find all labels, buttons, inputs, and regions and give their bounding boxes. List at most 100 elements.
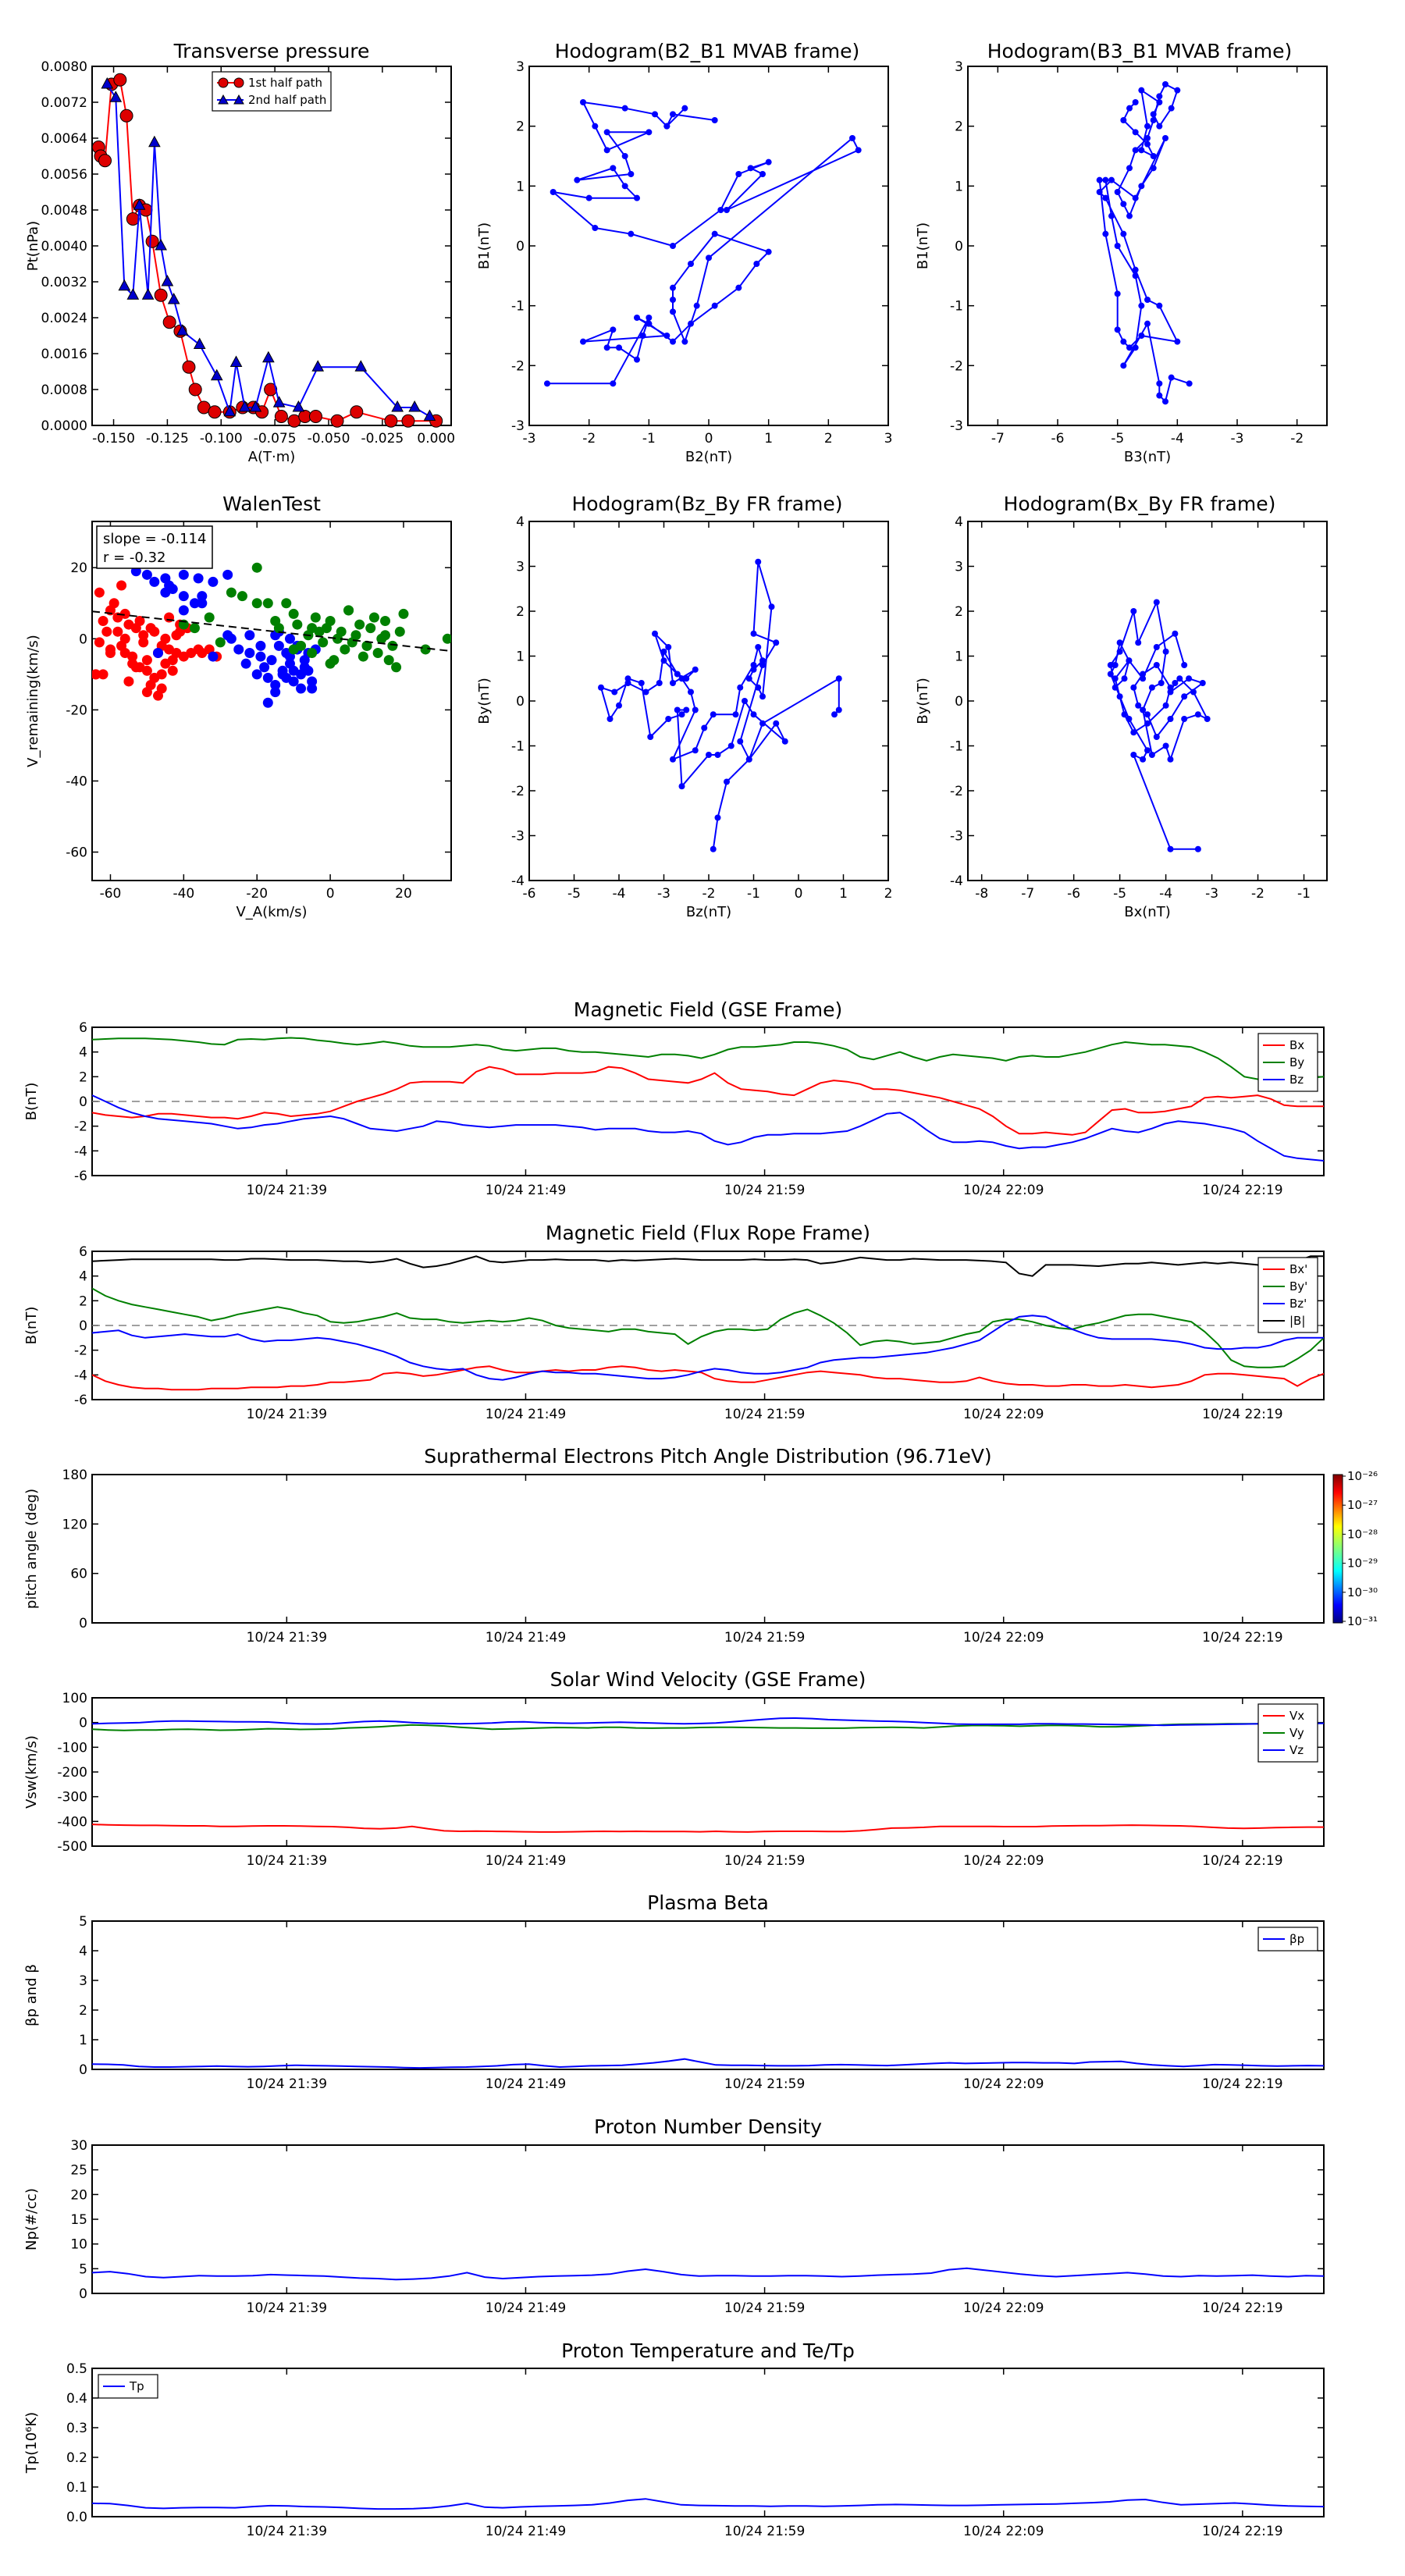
h2-point bbox=[1120, 338, 1127, 345]
mffr-legend-label: By' bbox=[1289, 1279, 1307, 1293]
walen-point-red bbox=[167, 665, 178, 676]
vsw-legend-label: Vx bbox=[1289, 1709, 1304, 1723]
tp-series-2-point bbox=[229, 355, 243, 367]
h3-point bbox=[692, 666, 699, 673]
h2-ytick-label: 1 bbox=[955, 179, 963, 194]
h1-point bbox=[580, 99, 586, 105]
tp2-frame bbox=[91, 2368, 1325, 2517]
panel-title-vsw: Solar Wind Velocity (GSE Frame) bbox=[550, 1668, 866, 1691]
h2-point bbox=[1114, 290, 1121, 297]
walen-point-green bbox=[307, 648, 318, 659]
mfgse-legend-label: Bx bbox=[1289, 1038, 1304, 1052]
h4-point bbox=[1172, 680, 1179, 686]
tp-xtick-label: -0.025 bbox=[361, 431, 404, 447]
h3-point bbox=[745, 675, 752, 682]
h3-point bbox=[598, 684, 604, 691]
pad-colorbar-label: 10⁻³⁰ bbox=[1347, 1585, 1378, 1599]
h4-point bbox=[1181, 716, 1188, 722]
vsw-ytick-label: -300 bbox=[57, 1790, 87, 1806]
h1-point bbox=[639, 333, 646, 339]
mfgse-ytick-label: 4 bbox=[79, 1045, 87, 1061]
h4-point bbox=[1135, 702, 1142, 709]
h4-point bbox=[1140, 671, 1147, 678]
h2-frame bbox=[967, 66, 1328, 426]
h1-ytick-label: -2 bbox=[511, 358, 525, 374]
walen-xtick-label: -60 bbox=[100, 886, 122, 902]
tp2-ytick-label: 0.4 bbox=[66, 2391, 87, 2407]
h4-point bbox=[1153, 662, 1160, 668]
h2-point bbox=[1156, 380, 1163, 387]
walen-point-blue bbox=[284, 633, 295, 644]
h1-ytick-label: 1 bbox=[516, 179, 525, 194]
h2-point bbox=[1186, 380, 1193, 387]
h1-point bbox=[610, 165, 617, 172]
tp2-ytick-label: 0.1 bbox=[66, 2480, 87, 2496]
mffr-xtick-label: 10/24 22:09 bbox=[963, 1407, 1044, 1422]
h3-ytick-label: -3 bbox=[511, 829, 525, 845]
tp-series-2-point bbox=[408, 400, 422, 412]
walen-point-blue bbox=[197, 598, 208, 609]
walen-point-red bbox=[116, 580, 127, 591]
mfgse-ytick-label: 6 bbox=[79, 1020, 87, 1036]
tp-xtick-label: -0.100 bbox=[200, 431, 243, 447]
tp-ytick-label: 0.0008 bbox=[41, 382, 87, 398]
tp-xtick-label: 0.000 bbox=[417, 431, 455, 447]
tp-ytick-label: 0.0064 bbox=[41, 131, 87, 147]
h1-point bbox=[621, 183, 628, 190]
h3-point bbox=[759, 662, 766, 668]
h1-point bbox=[670, 338, 676, 345]
h1-xtick-label: -2 bbox=[582, 431, 596, 447]
h2-point bbox=[1132, 344, 1139, 351]
h3-point bbox=[710, 711, 717, 718]
vsw-ytick-label: -100 bbox=[57, 1740, 87, 1756]
walen-ytick-label: -60 bbox=[66, 845, 87, 861]
panel-title-h3: Hodogram(Bz_By FR frame) bbox=[571, 493, 842, 515]
vsw-ytick-label: -500 bbox=[57, 1839, 87, 1855]
panel-title-walen: WalenTest bbox=[222, 493, 321, 515]
walen-point-blue bbox=[307, 676, 318, 687]
np-ytick-label: 5 bbox=[79, 2261, 87, 2277]
pad-ytick-label: 0 bbox=[79, 1616, 87, 1631]
walen-point-green bbox=[270, 616, 281, 627]
h3-point bbox=[714, 752, 721, 758]
h3-point bbox=[611, 688, 618, 696]
h2-point bbox=[1096, 176, 1103, 183]
h3-point bbox=[750, 711, 757, 718]
h2-point bbox=[1120, 362, 1127, 369]
mffr-xtick-label: 10/24 21:39 bbox=[247, 1407, 327, 1422]
walen-point-green bbox=[368, 612, 379, 623]
h3-point bbox=[624, 680, 631, 686]
h1-point bbox=[574, 176, 581, 183]
h4-point bbox=[1194, 711, 1201, 718]
h4-point bbox=[1148, 752, 1155, 758]
walen-point-blue bbox=[255, 651, 266, 662]
h1-point bbox=[550, 189, 557, 195]
tp2-legend-label: Tp bbox=[129, 2379, 144, 2393]
h2-point bbox=[1162, 135, 1168, 141]
np-xtick-label: 10/24 21:49 bbox=[486, 2300, 566, 2316]
walen-point-green bbox=[372, 648, 383, 659]
h3-ytick-label: 0 bbox=[516, 694, 525, 710]
np-ylabel: Np(#/cc) bbox=[23, 2188, 40, 2250]
tp-series-2-point bbox=[423, 409, 436, 421]
vsw-series-Vz bbox=[92, 1717, 1324, 1727]
np-series-Np bbox=[92, 2267, 1324, 2281]
h3-point bbox=[674, 706, 681, 713]
tp-series-1-point bbox=[350, 405, 364, 419]
h4-point bbox=[1153, 599, 1160, 606]
h4-point bbox=[1172, 630, 1179, 637]
vsw-ytick-label: -200 bbox=[57, 1765, 87, 1781]
np-ytick-label: 30 bbox=[70, 2138, 87, 2154]
h4-point bbox=[1176, 675, 1183, 682]
h1-point bbox=[646, 129, 653, 136]
h1-point bbox=[634, 356, 640, 363]
vsw-series-group bbox=[92, 1717, 1324, 1833]
h3-point bbox=[624, 675, 631, 682]
vsw-series-Vx bbox=[92, 1823, 1324, 1833]
h2-point bbox=[1120, 117, 1127, 123]
h1-point bbox=[652, 111, 658, 118]
mffr-legend-label: Bz' bbox=[1289, 1297, 1307, 1311]
h1-point bbox=[717, 207, 724, 213]
panel-title-mfgse: Magnetic Field (GSE Frame) bbox=[574, 998, 842, 1021]
tp-legend-box bbox=[212, 71, 332, 112]
